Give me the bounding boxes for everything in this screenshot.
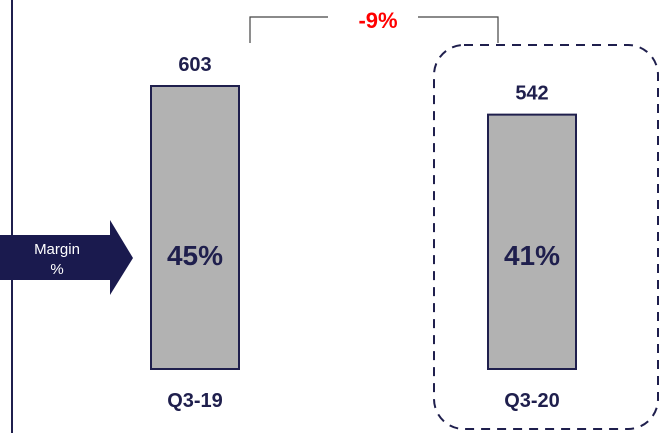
bar-q3-19 xyxy=(150,85,240,370)
value-label-q3-19: 603 xyxy=(178,54,211,76)
margin-arrow-label-line2: % xyxy=(50,261,63,278)
margin-arrow-label-line1: Margin xyxy=(34,241,80,258)
category-label-q3-19: Q3-19 xyxy=(167,390,223,412)
margin-label-q3-19: 45% xyxy=(167,240,223,271)
change-bracket-right xyxy=(418,16,499,43)
bar-q3-20 xyxy=(487,113,577,370)
value-label-q3-20: 542 xyxy=(515,83,548,105)
margin-label-q3-20: 41% xyxy=(504,240,560,271)
bars-group: 603 45% Q3-19 542 41% Q3-20 xyxy=(150,54,577,412)
change-bracket-left xyxy=(249,16,328,43)
highlight-box xyxy=(433,44,659,430)
change-label: -9% xyxy=(358,8,397,33)
category-label-q3-20: Q3-20 xyxy=(504,390,560,412)
margin-arrow-shape xyxy=(0,220,133,295)
margin-arrow: Margin % xyxy=(0,220,133,295)
